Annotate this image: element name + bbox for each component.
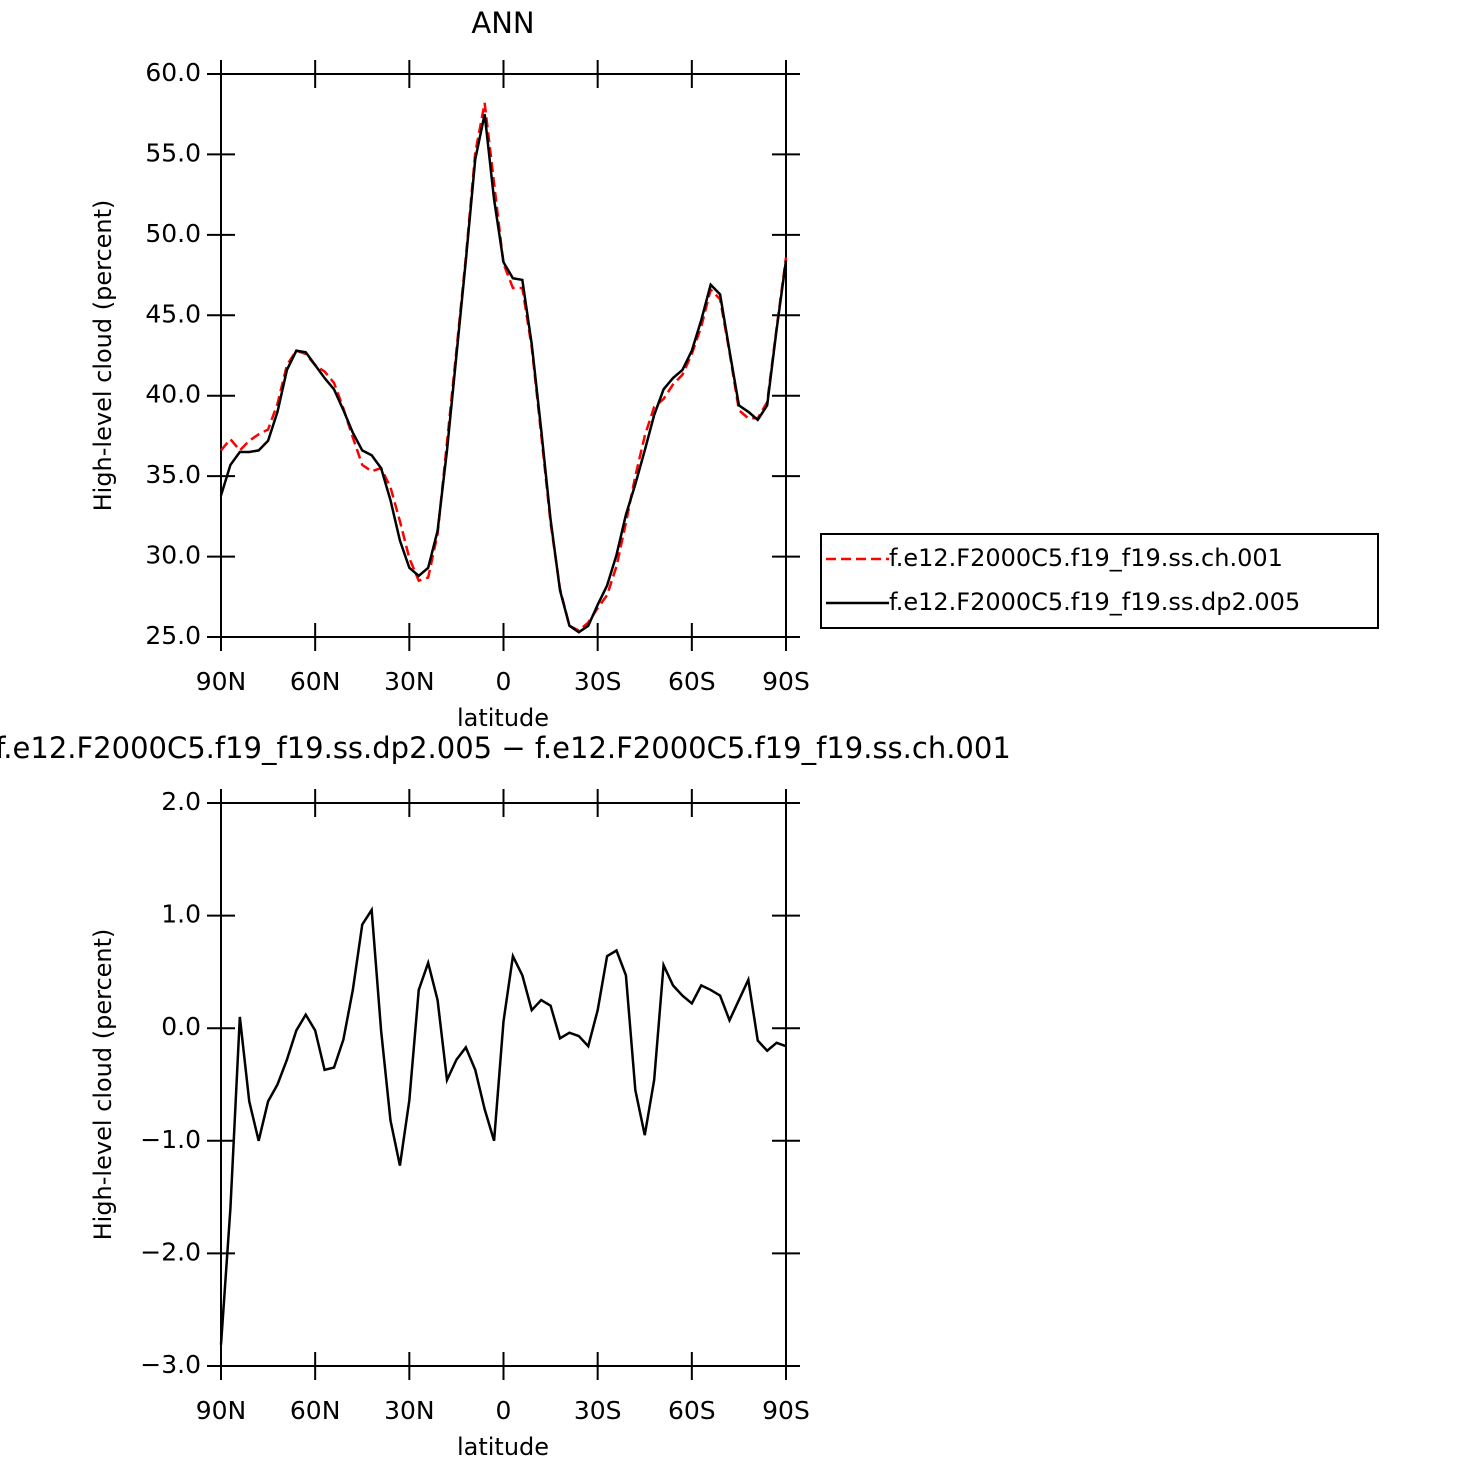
y-tick-label: 2.0 bbox=[161, 787, 201, 816]
y-tick-label: 30.0 bbox=[145, 541, 201, 570]
y-tick-label: 1.0 bbox=[161, 900, 201, 929]
y-tick-label: 60.0 bbox=[145, 58, 201, 87]
x-tick-label: 90S bbox=[762, 667, 810, 696]
legend-label: f.e12.F2000C5.f19_f19.ss.ch.001 bbox=[889, 544, 1283, 572]
data-line bbox=[219, 906, 787, 1345]
x-tick-label: 0 bbox=[496, 1396, 512, 1425]
y-tick-label: 0.0 bbox=[161, 1012, 201, 1041]
x-tick-label: 60S bbox=[668, 667, 716, 696]
x-tick-label: 90N bbox=[196, 1396, 247, 1425]
x-tick-label: 90N bbox=[196, 667, 247, 696]
y-tick-label: 55.0 bbox=[145, 138, 201, 167]
x-tick-label: 30N bbox=[384, 667, 435, 696]
y-tick-label: 50.0 bbox=[145, 219, 201, 248]
legend-label: f.e12.F2000C5.f19_f19.ss.dp2.005 bbox=[889, 588, 1300, 616]
y-tick-label: −2.0 bbox=[140, 1237, 201, 1266]
x-tick-label: 0 bbox=[496, 667, 512, 696]
y-axis-label: High-level cloud (percent) bbox=[89, 929, 117, 1241]
legend-box bbox=[820, 533, 1379, 629]
data-line bbox=[220, 102, 788, 633]
chart-title: f.e12.F2000C5.f19_f19.ss.dp2.005 − f.e12… bbox=[0, 731, 1011, 765]
x-tick-label: 30S bbox=[574, 667, 622, 696]
y-axis-label: High-level cloud (percent) bbox=[89, 200, 117, 512]
y-tick-label: 25.0 bbox=[145, 621, 201, 650]
x-tick-label: 30S bbox=[574, 1396, 622, 1425]
data-line bbox=[219, 113, 788, 634]
x-tick-label: 90S bbox=[762, 1396, 810, 1425]
y-tick-label: −3.0 bbox=[140, 1350, 201, 1379]
y-tick-label: 40.0 bbox=[145, 380, 201, 409]
x-axis-label: latitude bbox=[457, 1433, 549, 1461]
x-tick-label: 30N bbox=[384, 1396, 435, 1425]
x-tick-label: 60N bbox=[290, 1396, 341, 1425]
x-tick-label: 60N bbox=[290, 667, 341, 696]
x-axis-label: latitude bbox=[457, 704, 549, 732]
y-tick-label: 35.0 bbox=[145, 460, 201, 489]
y-tick-label: 45.0 bbox=[145, 299, 201, 328]
plot-frame bbox=[220, 802, 787, 1367]
y-tick-label: −1.0 bbox=[140, 1125, 201, 1154]
plot-frame bbox=[220, 73, 787, 638]
x-tick-label: 60S bbox=[668, 1396, 716, 1425]
chart-title: ANN bbox=[471, 6, 534, 40]
